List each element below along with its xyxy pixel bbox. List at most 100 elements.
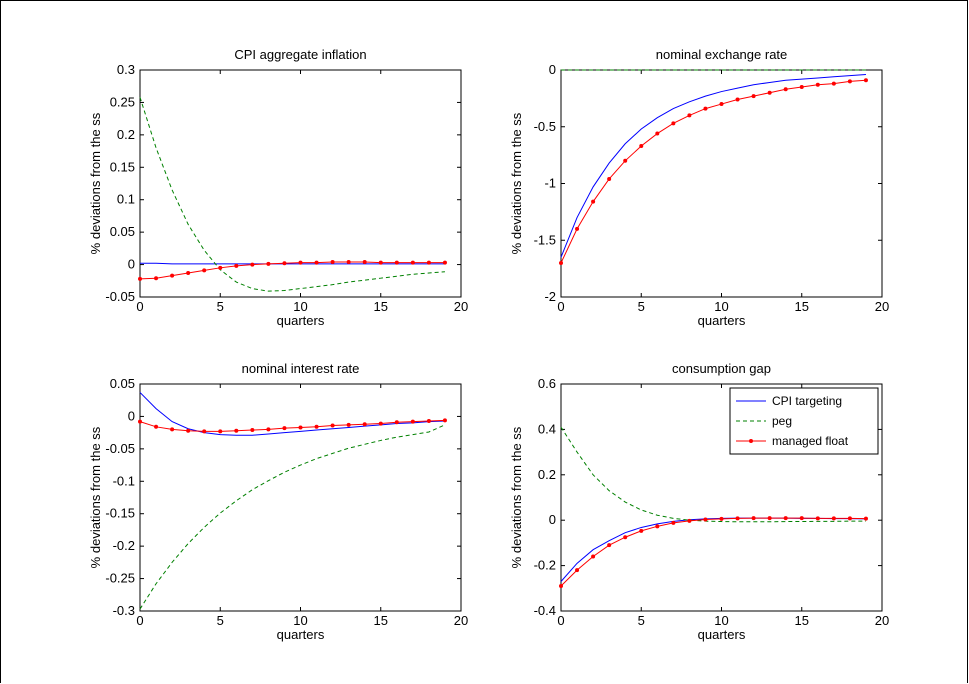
x-tick-label: 5	[217, 613, 224, 628]
y-tick-label: -0.3	[113, 603, 135, 618]
data-point	[346, 422, 351, 427]
series-line-peg	[139, 424, 446, 610]
data-point	[687, 518, 692, 523]
data-point	[639, 528, 644, 533]
chart-title: consumption gap	[672, 361, 771, 376]
data-point	[138, 276, 142, 281]
chart-title: nominal interest rate	[242, 361, 360, 376]
data-point	[863, 78, 868, 83]
series-line-cpi-targeting	[139, 392, 445, 436]
data-point	[623, 535, 628, 540]
data-point	[799, 85, 804, 90]
data-point	[575, 226, 580, 231]
data-point	[623, 158, 628, 163]
axes-box	[139, 383, 462, 612]
data-point	[426, 260, 431, 265]
x-tick-label: 10	[714, 613, 728, 628]
data-point	[426, 418, 431, 423]
y-tick-label: -0.15	[105, 506, 135, 521]
y-tick-label: -0.2	[534, 558, 556, 573]
data-point	[282, 426, 287, 431]
chart-title: nominal exchange rate	[656, 47, 788, 62]
data-point	[234, 428, 239, 433]
data-point	[767, 90, 772, 95]
y-tick-label: -0.4	[534, 603, 556, 618]
data-point	[186, 271, 191, 276]
data-point	[442, 418, 447, 423]
series-line-peg	[560, 426, 866, 523]
data-point	[591, 199, 596, 204]
x-tick-label: 20	[875, 299, 889, 314]
data-point	[170, 273, 175, 278]
data-point	[394, 260, 399, 265]
series-line-managed-float	[139, 261, 445, 280]
data-point	[330, 259, 335, 264]
data-point	[655, 524, 660, 529]
x-tick-label: 15	[374, 299, 388, 314]
chart-panel-2: 0 5 10 15 20 -2 -1.5 -1 -0.5 0 nominal exchange ra…	[509, 47, 889, 328]
x-tick-label: 15	[374, 613, 388, 628]
data-point	[751, 516, 756, 521]
data-point	[202, 429, 207, 434]
data-point	[559, 584, 563, 589]
x-tick-label: 0	[557, 299, 564, 314]
data-point	[687, 113, 692, 118]
y-tick-label: 0.15	[110, 159, 135, 174]
y-axis-label: % deviations from the ss	[88, 112, 103, 254]
data-point	[767, 516, 772, 521]
data-point	[410, 419, 415, 424]
data-point	[591, 554, 596, 559]
data-point	[575, 568, 580, 573]
data-point	[298, 425, 303, 430]
data-point	[154, 424, 159, 429]
chart-title: CPI aggregate inflation	[234, 47, 366, 62]
data-point	[170, 427, 175, 432]
x-tick-label: 5	[638, 613, 645, 628]
x-tick-label: 0	[557, 613, 564, 628]
data-point	[607, 176, 612, 181]
data-point	[671, 520, 676, 525]
data-point	[202, 268, 207, 273]
series-line-managed-float	[560, 79, 866, 264]
data-point	[703, 106, 708, 111]
y-tick-label: 0.2	[538, 467, 556, 482]
y-tick-label: -0.2	[113, 538, 135, 553]
y-tick-label: 0	[128, 408, 135, 423]
data-point	[719, 102, 724, 107]
data-point	[783, 516, 788, 521]
data-point	[831, 81, 836, 86]
series-line-managed-float	[139, 419, 445, 432]
x-axis-label: quarters	[277, 627, 325, 642]
y-tick-label: -0.05	[105, 441, 135, 456]
data-point	[394, 420, 399, 425]
data-point	[378, 260, 383, 265]
y-axis-label: % deviations from the ss	[509, 112, 524, 254]
y-tick-label: 0.4	[538, 421, 556, 436]
series-line-cpi-targeting	[560, 74, 866, 258]
x-tick-label: 20	[454, 299, 468, 314]
data-point	[362, 422, 367, 427]
chart-panel-3: 0 5 10 15 20 -0.3 -0.25 -0.2 -0.15 -0.1 -0.05 0 0.05…	[88, 361, 468, 642]
y-axis-label: % deviations from the ss	[509, 426, 524, 568]
data-point	[250, 262, 255, 267]
data-point	[783, 87, 788, 92]
data-point	[799, 516, 804, 521]
x-tick-label: 5	[217, 299, 224, 314]
y-tick-label: -0.1	[113, 473, 135, 488]
data-point	[314, 424, 319, 429]
data-point	[250, 428, 255, 433]
data-point	[559, 260, 563, 265]
series-line-managed-float	[560, 517, 866, 587]
data-point	[815, 516, 820, 521]
data-point	[751, 94, 756, 99]
y-tick-label: 0.05	[110, 376, 135, 391]
y-tick-label: 0.2	[117, 127, 135, 142]
data-point	[815, 82, 820, 87]
data-point	[218, 265, 223, 270]
data-point	[607, 543, 612, 548]
data-point	[639, 144, 644, 149]
data-point	[362, 259, 367, 264]
data-point	[138, 419, 142, 424]
data-point	[266, 261, 271, 266]
